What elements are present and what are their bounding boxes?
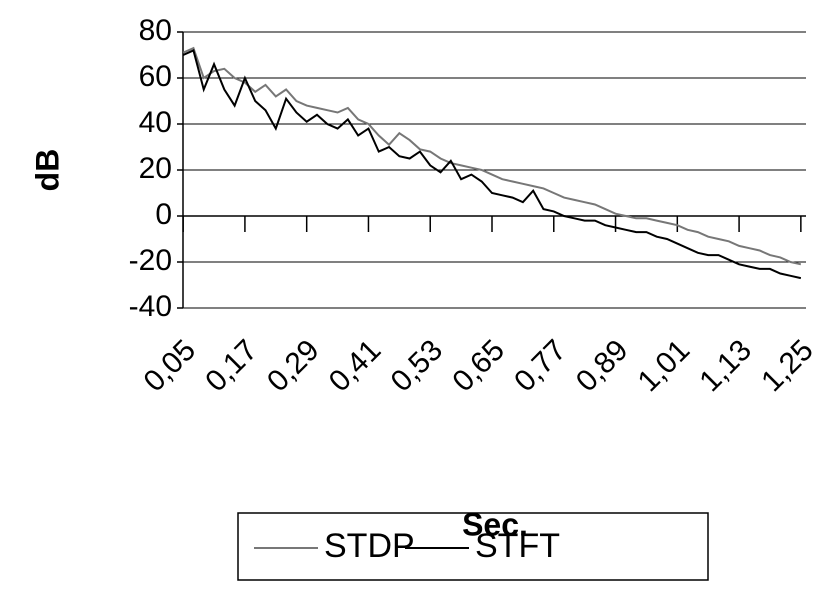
legend-label: STDP [324, 527, 415, 565]
x-tick-label: 0,77 [508, 334, 573, 399]
series-line [182, 46, 802, 266]
x-tick-label: 0,41 [323, 334, 388, 399]
x-tick-label: 0,17 [199, 334, 264, 399]
y-tick-label: -20 [129, 244, 172, 277]
series-line [182, 49, 802, 280]
x-tick-label: 1,25 [755, 334, 817, 399]
y-tick-label: 60 [139, 60, 172, 93]
y-axis-title: dB [29, 149, 65, 192]
x-tick-label: 0,05 [137, 334, 202, 399]
y-tick-label: 0 [155, 198, 172, 231]
x-tick-label: 1,13 [693, 334, 758, 399]
legend-label: STFT [475, 527, 560, 565]
y-tick-label: 80 [139, 14, 172, 47]
legend-frame [237, 512, 709, 581]
y-tick-label: 40 [139, 106, 172, 139]
y-tick-label: -40 [129, 290, 172, 323]
x-tick-label: 1,01 [632, 334, 697, 399]
x-tick-label: 0,53 [385, 334, 450, 399]
y-tick-label: 20 [139, 152, 172, 185]
x-tick-label: 0,89 [570, 334, 635, 399]
x-tick-label: 0,29 [261, 334, 326, 399]
x-tick-label: 0,65 [446, 334, 511, 399]
